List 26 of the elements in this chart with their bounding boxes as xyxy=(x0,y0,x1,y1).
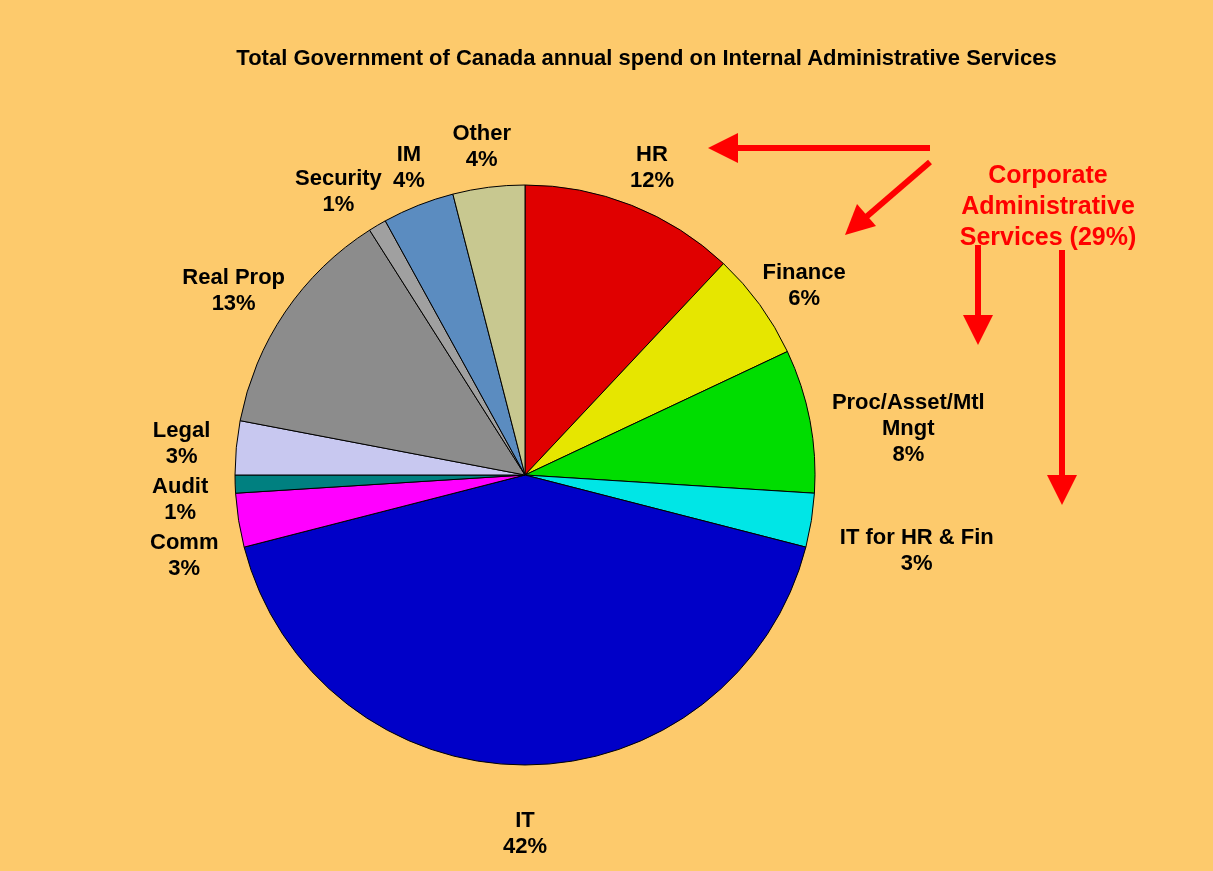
data-label: 1% xyxy=(164,498,197,524)
data-label: 1% xyxy=(322,191,355,217)
slice-label: Finance xyxy=(762,259,846,285)
data-label: 42% xyxy=(502,833,548,858)
slice-label: IM xyxy=(396,141,422,167)
data-label: 6% xyxy=(788,285,821,311)
slice-label: Proc/Asset/Mtl Mngt xyxy=(831,388,985,440)
data-label: 8% xyxy=(892,440,925,466)
data-label: 3% xyxy=(168,554,201,580)
slice-label: Other xyxy=(452,119,512,145)
data-label: 3% xyxy=(900,550,933,576)
data-label: 4% xyxy=(393,167,425,193)
slice-label: Comm xyxy=(150,528,219,554)
data-label: 4% xyxy=(465,145,498,171)
slice-label: Real Prop xyxy=(182,264,286,289)
slice-label: IT xyxy=(515,807,536,832)
data-label: 12% xyxy=(629,167,675,193)
data-label: 13% xyxy=(211,290,256,315)
chart-title: Total Government of Canada annual spend on Internal Administrative Services xyxy=(236,45,1057,70)
text: Corporate Administrative Services (29%) xyxy=(959,160,1137,250)
data-label: 3% xyxy=(165,442,198,468)
slice-label: IT for HR & Fin xyxy=(839,524,994,550)
slice-label: Audit xyxy=(152,472,209,498)
slice-label: Legal xyxy=(152,416,211,442)
slice-label: Security xyxy=(295,165,383,191)
slice-label: HR xyxy=(636,141,668,167)
